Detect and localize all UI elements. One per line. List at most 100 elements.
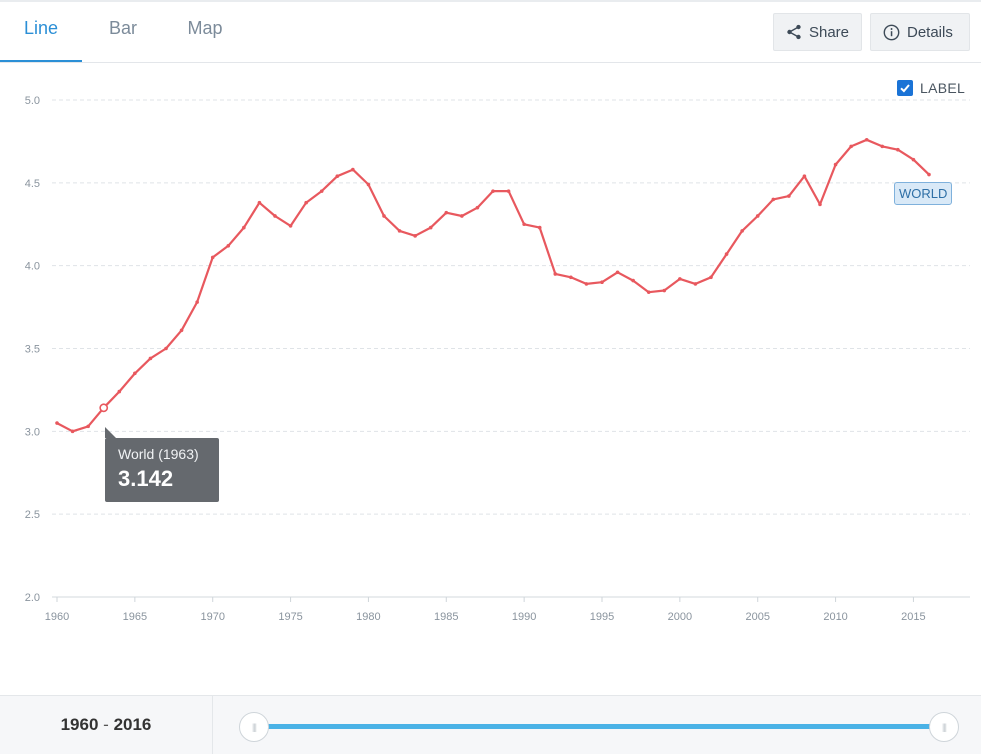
data-point [522, 222, 526, 227]
data-point [864, 137, 869, 142]
details-label: Details [907, 23, 953, 41]
chart-type-tabs: Line Bar Map Share Details [0, 2, 981, 63]
range-footer: 1960 - 2016 ||| ||| [0, 695, 981, 754]
x-tick-label: 1980 [356, 611, 380, 623]
share-button[interactable]: Share [773, 13, 862, 51]
x-tick-label: 1990 [512, 611, 536, 623]
data-point [117, 389, 122, 394]
data-point [210, 255, 215, 260]
data-point [413, 234, 417, 238]
data-point [849, 144, 853, 149]
data-point [428, 225, 433, 230]
x-tick-label: 1970 [200, 611, 224, 623]
y-tick-label: 4.0 [25, 261, 40, 273]
data-point [584, 282, 589, 286]
label-checkbox[interactable] [897, 80, 913, 96]
data-point [179, 328, 184, 333]
data-point [226, 243, 231, 248]
line-chart: 2.02.53.03.54.04.55.0 1960 1965 1970 1975 19… [25, 95, 970, 623]
share-icon [787, 24, 801, 40]
x-tick-label: 2005 [745, 611, 769, 623]
data-point [755, 214, 760, 218]
range-separator: - [103, 715, 109, 734]
x-axis: 1960 1965 1970 1975 1980 1985 1990 1995 2000 2005… [45, 596, 970, 623]
range-slider-start-handle[interactable]: ||| [239, 712, 269, 742]
y-tick-label: 4.5 [25, 178, 40, 190]
data-point [709, 275, 713, 280]
top-border [0, 0, 981, 2]
range-start: 1960 [60, 715, 99, 734]
series-world [55, 137, 931, 434]
data-point [880, 144, 885, 149]
data-point [771, 197, 776, 202]
y-axis: 2.0 2.5 3.0 3.5 4.0 4.5 5.0 [25, 95, 40, 604]
data-point [133, 371, 137, 376]
data-point [397, 229, 402, 233]
grip-icon: ||| [251, 722, 257, 732]
data-point [491, 189, 495, 193]
x-tick-label: 1985 [434, 611, 458, 623]
data-point [802, 174, 807, 179]
x-tick-label: 2000 [668, 611, 692, 623]
chart-grid [52, 99, 970, 515]
tab-line[interactable]: Line [0, 2, 82, 62]
share-label: Share [808, 23, 849, 41]
data-point [818, 202, 822, 207]
data-point [148, 356, 153, 361]
data-point [288, 224, 293, 228]
data-point [693, 282, 698, 286]
data-point [569, 275, 573, 280]
year-range-label: 1960 - 2016 [0, 696, 213, 754]
data-point [335, 174, 340, 179]
data-tooltip: World (1963) 3.142 [105, 427, 219, 502]
tab-map[interactable]: Map [187, 18, 223, 38]
info-icon [883, 24, 900, 40]
data-point [70, 429, 75, 434]
data-point [273, 214, 277, 218]
data-point [304, 200, 308, 205]
highlighted-point [99, 403, 109, 413]
label-toggle[interactable]: LABEL [897, 80, 965, 96]
range-end: 2016 [113, 715, 152, 734]
data-point [195, 300, 199, 304]
data-point [927, 172, 931, 177]
data-point [833, 162, 838, 167]
data-point [646, 290, 651, 294]
data-point [319, 189, 324, 193]
range-slider-track[interactable] [253, 724, 943, 729]
data-point [257, 200, 262, 205]
data-point [740, 229, 744, 233]
x-tick-label: 1960 [45, 611, 69, 623]
grip-icon: ||| [941, 722, 947, 732]
data-point [537, 225, 542, 230]
tooltip-title: World (1963) [118, 446, 199, 462]
data-point [351, 167, 355, 172]
data-point [382, 214, 386, 218]
series-label-world: WORLD [894, 182, 953, 205]
x-tick-label: 1975 [278, 611, 302, 623]
y-tick-label: 2.0 [25, 592, 40, 604]
data-point [55, 421, 59, 425]
data-point [460, 214, 464, 218]
data-point [896, 147, 900, 152]
data-point [506, 189, 511, 193]
data-point [787, 194, 791, 198]
details-button[interactable]: Details [870, 13, 970, 51]
x-tick-label: 2015 [901, 611, 925, 623]
y-tick-label: 3.0 [25, 426, 40, 438]
y-tick-label: 2.5 [25, 509, 40, 521]
y-tick-label: 5.0 [25, 95, 40, 107]
series-line-world [56, 138, 930, 433]
data-point [600, 280, 604, 285]
y-tick-label: 3.5 [25, 344, 40, 356]
range-slider-end-handle[interactable]: ||| [929, 712, 959, 742]
data-point [662, 288, 667, 293]
data-point [164, 346, 168, 351]
tab-bar[interactable]: Bar [108, 18, 137, 38]
data-point [86, 424, 90, 429]
data-point [475, 205, 480, 210]
data-point [724, 252, 729, 256]
data-point [444, 210, 449, 215]
label-toggle-text: LABEL [920, 80, 966, 96]
data-point [631, 278, 635, 283]
